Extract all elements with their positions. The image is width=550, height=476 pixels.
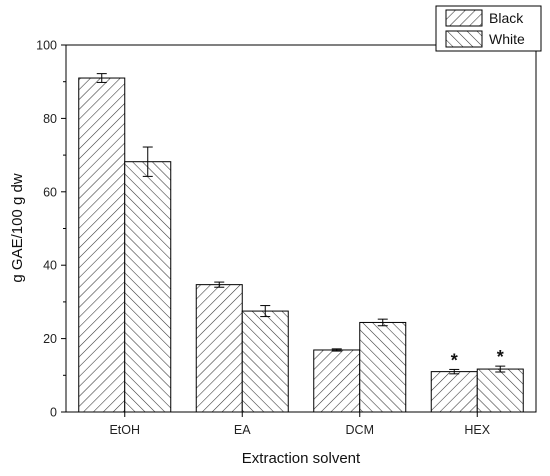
- y-tick-label: 100: [36, 39, 57, 53]
- error-bar-black-dcm: [331, 348, 342, 352]
- significance-asterisk: *: [497, 347, 504, 367]
- bar-white-ea: [241, 310, 289, 413]
- error-bars: [96, 73, 506, 375]
- legend-label-black: Black: [489, 10, 524, 26]
- legend: Black White: [435, 5, 542, 52]
- x-tick-label-etoh: EtOH: [109, 423, 140, 437]
- bar-black-dcm: [313, 349, 361, 413]
- error-bar-white-etoh: [142, 146, 153, 177]
- error-bar-white-hex: [495, 365, 506, 373]
- y-tick-label: 40: [43, 259, 57, 273]
- significance-asterisk: *: [451, 350, 458, 370]
- y-tick-label: 0: [50, 406, 57, 420]
- error-bar-black-etoh: [96, 73, 107, 83]
- x-tick-label-hex: HEX: [464, 423, 490, 437]
- bar-black-hex: [430, 371, 478, 413]
- error-bar-black-hex: [449, 368, 460, 375]
- legend-label-white: White: [489, 31, 525, 47]
- legend-swatch-white: [445, 30, 483, 48]
- y-axis: 0 20 40 60 80 100: [36, 39, 66, 420]
- y-tick-label: 60: [43, 185, 57, 199]
- x-tick-label-ea: EA: [234, 423, 251, 437]
- error-bar-black-ea: [214, 281, 225, 288]
- y-tick-label: 80: [43, 112, 57, 126]
- error-bar-white-ea: [260, 305, 271, 318]
- x-axis: EtOH EA DCM HEX: [109, 412, 491, 437]
- x-axis-title: Extraction solvent: [242, 450, 361, 467]
- error-bar-white-dcm: [377, 318, 388, 327]
- bar-white-dcm: [359, 321, 407, 413]
- bar-black-ea: [195, 284, 243, 413]
- annotations: * *: [451, 347, 504, 370]
- legend-swatch-black: [445, 9, 483, 27]
- y-axis-title: g GAE/100 g dw: [9, 173, 26, 282]
- bar-black-etoh: [78, 77, 126, 413]
- bar-white-hex: [476, 368, 524, 413]
- y-tick-label: 20: [43, 332, 57, 346]
- x-tick-label-dcm: DCM: [346, 423, 374, 437]
- bar-white-etoh: [124, 161, 172, 413]
